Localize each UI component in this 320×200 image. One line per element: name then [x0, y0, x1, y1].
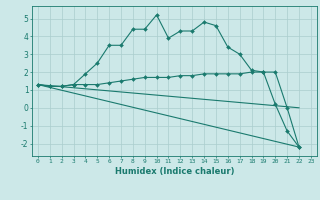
X-axis label: Humidex (Indice chaleur): Humidex (Indice chaleur) — [115, 167, 234, 176]
